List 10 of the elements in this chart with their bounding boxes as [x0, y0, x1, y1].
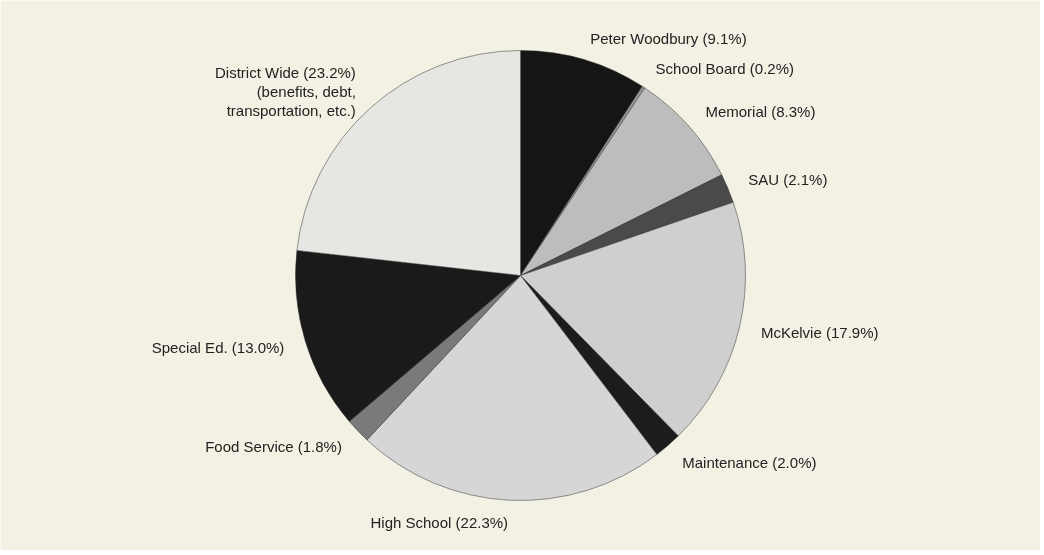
slice-label: High School (22.3%)	[370, 513, 509, 531]
slice-label: Food Service (1.8%)	[205, 437, 342, 455]
slice-label: Memorial (8.3%)	[705, 103, 816, 121]
slice-label: Special Ed. (13.0%)	[151, 339, 285, 357]
slice-label: SAU (2.1%)	[748, 171, 828, 189]
slice-label: Maintenance (2.0%)	[682, 453, 817, 471]
slice-label: District Wide (23.2%) (benefits, debt, transportation, etc.)	[215, 64, 356, 119]
slice-label: School Board (0.2%)	[655, 60, 794, 78]
slice-label: Peter Woodbury (9.1%)	[590, 30, 747, 48]
slice-label: McKelvie (17.9%)	[760, 323, 879, 341]
